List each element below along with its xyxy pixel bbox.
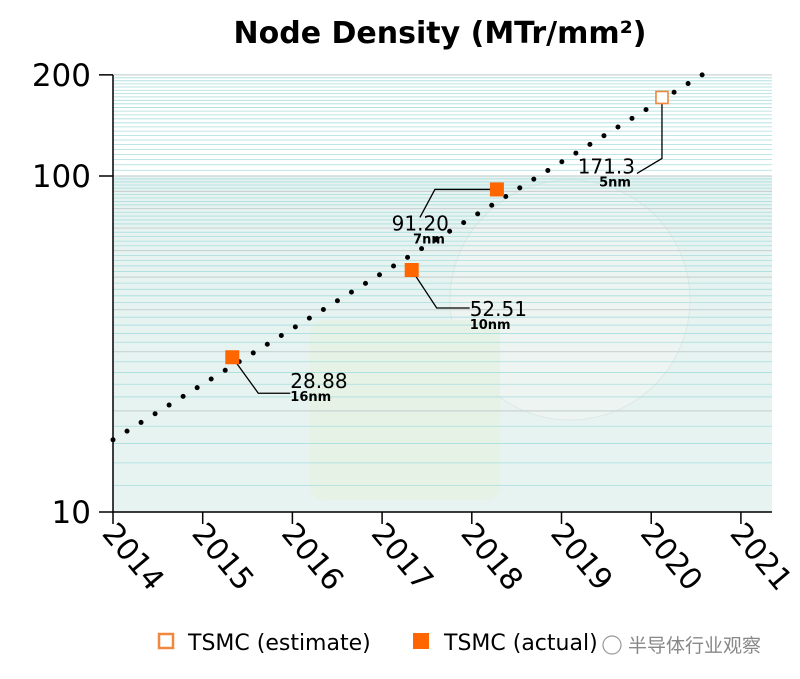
annotation-node: 10nm	[470, 318, 511, 333]
watermark-chip	[310, 320, 500, 500]
trend-line	[110, 69, 710, 443]
annotation-value: 171.3	[578, 154, 635, 178]
watermark-wafer	[449, 179, 691, 421]
annotation-node: 5nm	[599, 175, 631, 190]
x-tick-label: 2016	[274, 517, 350, 598]
legend-estimate-marker	[157, 632, 175, 650]
chart-title: Node Density (MTr/mm²)	[234, 16, 647, 51]
x-tick-label: 2021	[723, 517, 799, 598]
annotation-leader	[419, 188, 497, 218]
y-tick-label: 200	[32, 58, 91, 94]
annotation-leader	[636, 97, 663, 175]
watermark-text: 半导体行业观察	[628, 635, 761, 657]
data-point-actual	[225, 350, 240, 365]
annotation-node: 16nm	[290, 390, 331, 405]
data-point-actual	[489, 182, 504, 197]
annotation-node: 7nm	[413, 232, 445, 247]
watermark-backdrop	[598, 630, 798, 660]
x-tick-label: 2015	[185, 517, 261, 598]
legend: TSMC (estimate) TSMC (actual) 半导体行业观察	[157, 630, 798, 660]
y-tick-label: 10	[52, 495, 91, 531]
data-point-actual	[404, 262, 419, 277]
x-tick-label: 2019	[543, 517, 619, 598]
annotation-value: 91.20	[392, 211, 449, 235]
x-tick-label: 2018	[454, 517, 530, 598]
annotation-leader	[411, 269, 470, 309]
x-tick-label: 2017	[364, 517, 440, 598]
x-tick-label: 2014	[95, 517, 171, 598]
legend-actual-label: TSMC (actual)	[443, 631, 598, 656]
data-point-estimate	[655, 90, 669, 105]
annotation-value: 28.88	[290, 369, 347, 393]
annotation-leader	[231, 356, 291, 394]
legend-actual-marker	[413, 633, 429, 649]
y-tick-label: 100	[32, 159, 91, 195]
legend-estimate-label: TSMC (estimate)	[187, 631, 371, 656]
x-tick-label: 2020	[633, 517, 709, 598]
wechat-icon	[602, 635, 622, 655]
annotation-value: 52.51	[470, 297, 527, 321]
